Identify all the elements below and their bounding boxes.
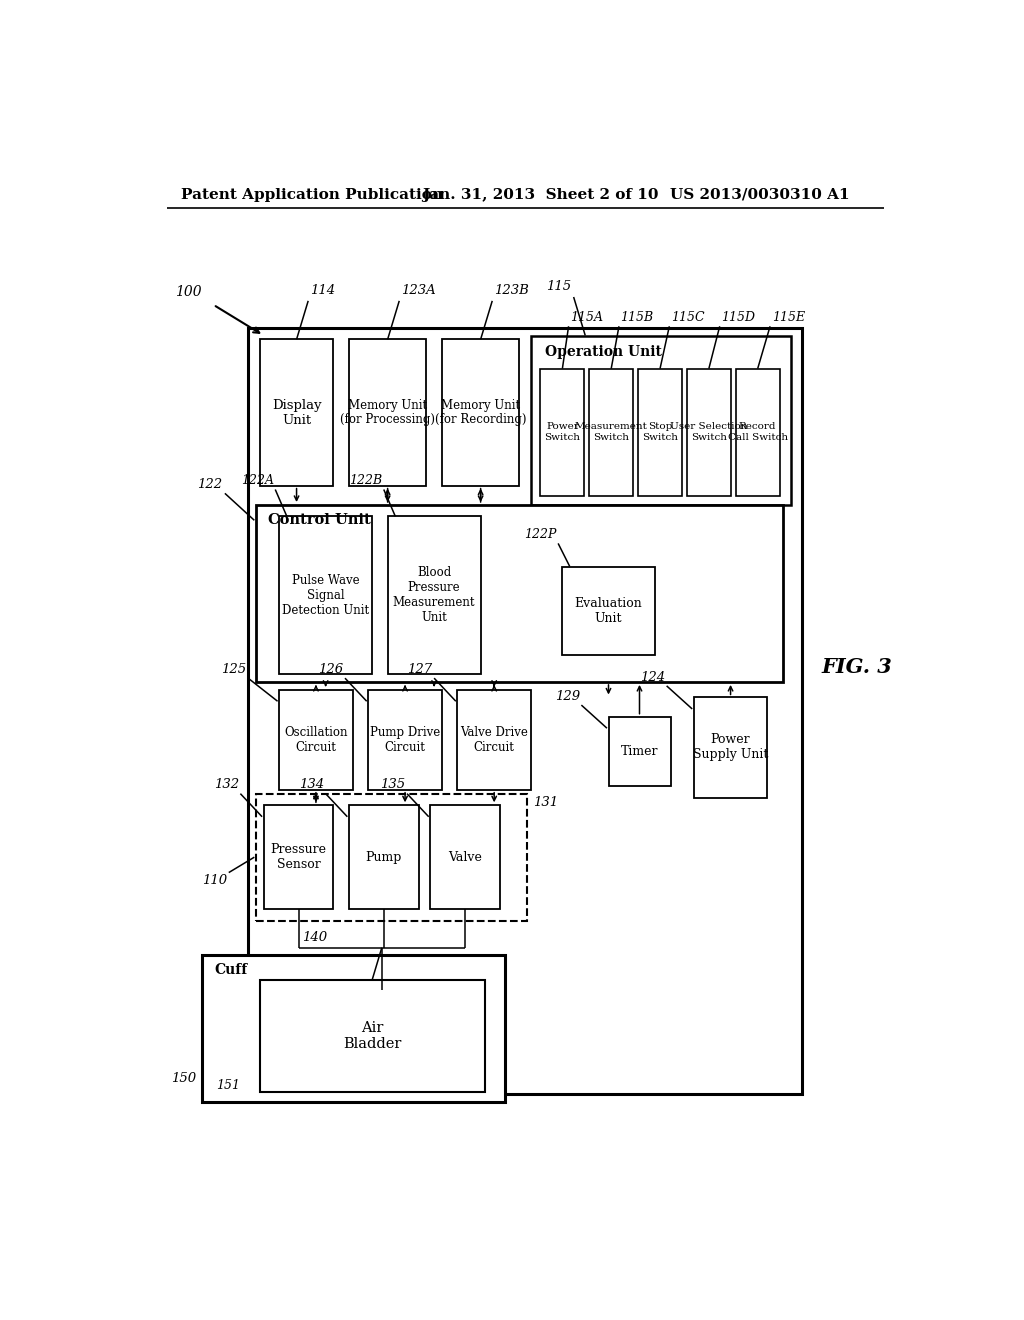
Text: 110: 110 (202, 874, 227, 887)
Bar (260, 979, 484, 1092)
Text: 132: 132 (214, 779, 239, 792)
Text: FIG. 3: FIG. 3 (821, 656, 892, 677)
Bar (388, 516, 480, 675)
Text: Oscillation
Circuit: Oscillation Circuit (285, 726, 348, 754)
Bar (248, 327, 802, 1094)
Text: 134: 134 (299, 779, 324, 792)
Text: Memory Unit
(for Recording): Memory Unit (for Recording) (435, 399, 526, 426)
Bar (260, 339, 334, 486)
Text: Pulse Wave
Signal
Detection Unit: Pulse Wave Signal Detection Unit (282, 574, 370, 616)
Text: Jan. 31, 2013  Sheet 2 of 10: Jan. 31, 2013 Sheet 2 of 10 (423, 187, 659, 202)
Text: 123A: 123A (401, 284, 436, 297)
Text: Valve: Valve (449, 850, 482, 863)
Text: 115: 115 (546, 280, 571, 293)
Text: 125: 125 (221, 663, 247, 676)
Text: Measurement
Switch: Measurement Switch (574, 422, 647, 442)
Bar (693, 697, 767, 797)
Text: 150: 150 (171, 1072, 197, 1085)
Text: US 2013/0030310 A1: US 2013/0030310 A1 (671, 187, 850, 202)
Bar (203, 956, 505, 1102)
Bar (256, 793, 527, 921)
Text: Operation Unit: Operation Unit (545, 345, 662, 359)
Text: Pressure
Sensor: Pressure Sensor (270, 843, 327, 871)
Text: 122A: 122A (241, 474, 273, 487)
Text: 100: 100 (175, 285, 202, 298)
Bar (430, 805, 500, 909)
Text: Timer: Timer (621, 744, 658, 758)
Bar (541, 368, 585, 496)
Text: 122P: 122P (524, 528, 557, 541)
Bar (280, 516, 372, 675)
Text: Blood
Pressure
Measurement
Unit: Blood Pressure Measurement Unit (393, 566, 475, 624)
Text: 115D: 115D (721, 312, 756, 323)
Bar (369, 689, 442, 789)
Text: Stop
Switch: Stop Switch (642, 422, 678, 442)
Text: 115E: 115E (772, 312, 805, 323)
Text: 123B: 123B (495, 284, 529, 297)
Bar (638, 368, 682, 496)
Bar (687, 368, 731, 496)
Text: 127: 127 (408, 663, 432, 676)
Text: 129: 129 (555, 690, 580, 702)
Text: 114: 114 (310, 284, 336, 297)
Bar (531, 335, 791, 506)
Text: 131: 131 (534, 796, 558, 809)
Text: Power
Supply Unit: Power Supply Unit (693, 734, 768, 762)
Text: 126: 126 (318, 663, 343, 676)
Text: Patent Application Publication: Patent Application Publication (180, 187, 442, 202)
Text: Record
Call Switch: Record Call Switch (728, 422, 787, 442)
Text: Pump Drive
Circuit: Pump Drive Circuit (370, 726, 440, 754)
Bar (263, 805, 334, 909)
Bar (608, 717, 671, 785)
Text: 122B: 122B (349, 474, 382, 487)
Text: 140: 140 (302, 931, 328, 944)
Bar (562, 566, 655, 655)
Text: 122: 122 (198, 478, 222, 491)
Text: 115B: 115B (621, 312, 653, 323)
Text: 115A: 115A (570, 312, 603, 323)
Text: Memory Unit
(for Processing): Memory Unit (for Processing) (340, 399, 435, 426)
Text: Evaluation
Unit: Evaluation Unit (574, 597, 642, 624)
Bar (349, 339, 426, 486)
Text: 124: 124 (640, 671, 665, 684)
Text: Valve Drive
Circuit: Valve Drive Circuit (460, 726, 528, 754)
Text: Power
Switch: Power Switch (545, 422, 581, 442)
Bar (735, 368, 779, 496)
Bar (349, 805, 419, 909)
Bar (280, 689, 352, 789)
Text: 135: 135 (380, 779, 406, 792)
Text: Air
Bladder: Air Bladder (343, 1020, 401, 1051)
Text: User Selection
Switch: User Selection Switch (670, 422, 748, 442)
Bar (589, 368, 633, 496)
Text: Cuff: Cuff (214, 964, 247, 977)
Text: Display
Unit: Display Unit (271, 399, 322, 426)
Bar (256, 506, 783, 682)
Text: Pump: Pump (366, 850, 402, 863)
Text: 115C: 115C (671, 312, 705, 323)
Bar (458, 689, 531, 789)
Bar (442, 339, 519, 486)
Text: Control Unit: Control Unit (267, 512, 371, 527)
Text: 151: 151 (216, 1080, 241, 1093)
